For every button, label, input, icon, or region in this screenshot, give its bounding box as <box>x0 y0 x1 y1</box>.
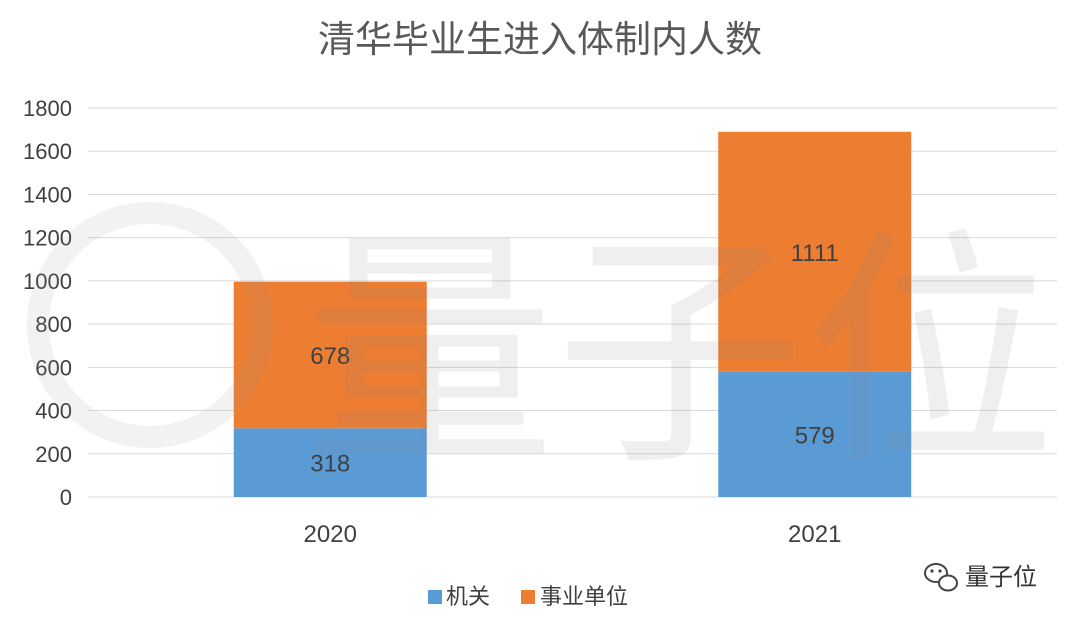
y-tick-1400: 1400 <box>23 182 72 207</box>
y-tick-1600: 1600 <box>23 139 72 164</box>
data-label-2021-series1: 1111 <box>791 240 839 267</box>
y-tick-1000: 1000 <box>23 269 72 294</box>
source-badge-label: 量子位 <box>965 563 1037 591</box>
bars <box>233 131 912 497</box>
legend-swatch-shiye <box>521 590 535 604</box>
y-axis-ticks: 0 200 400 600 800 1000 1200 1400 1600 1800 <box>23 96 72 510</box>
y-tick-800: 800 <box>35 312 72 337</box>
data-labels: 318 678 579 1111 <box>310 240 839 478</box>
bar-2021-series0 <box>718 371 912 497</box>
y-tick-1800: 1800 <box>23 96 72 121</box>
y-tick-200: 200 <box>35 442 72 467</box>
source-badge: 量子位 <box>924 563 1037 592</box>
data-label-2020-series1: 678 <box>310 343 350 370</box>
legend-label-jiguan: 机关 <box>446 585 490 610</box>
legend-label-shiye: 事业单位 <box>540 585 628 610</box>
bar-2021-series1 <box>718 131 912 372</box>
y-tick-1200: 1200 <box>23 226 72 251</box>
bar-2020-series1 <box>233 281 427 429</box>
x-label-2021: 2021 <box>788 521 841 548</box>
y-tick-0: 0 <box>60 485 72 510</box>
watermark-logo-ring <box>27 202 273 448</box>
y-tick-600: 600 <box>35 355 72 380</box>
watermark-text: 量子位 <box>305 208 1055 499</box>
watermark: 量子位 <box>27 202 1055 499</box>
x-label-2020: 2020 <box>304 521 357 548</box>
data-label-2020-series0: 318 <box>310 451 350 478</box>
legend: 机关 事业单位 <box>428 585 628 610</box>
legend-swatch-jiguan <box>428 590 442 604</box>
y-tick-400: 400 <box>35 399 72 424</box>
x-axis-labels: 2020 2021 <box>304 521 842 548</box>
wechat-icon <box>924 563 958 592</box>
chart-title: 清华毕业生进入体制内人数 <box>318 18 762 61</box>
data-label-2021-series0: 579 <box>795 422 835 449</box>
bar-2020-series0 <box>233 428 427 497</box>
